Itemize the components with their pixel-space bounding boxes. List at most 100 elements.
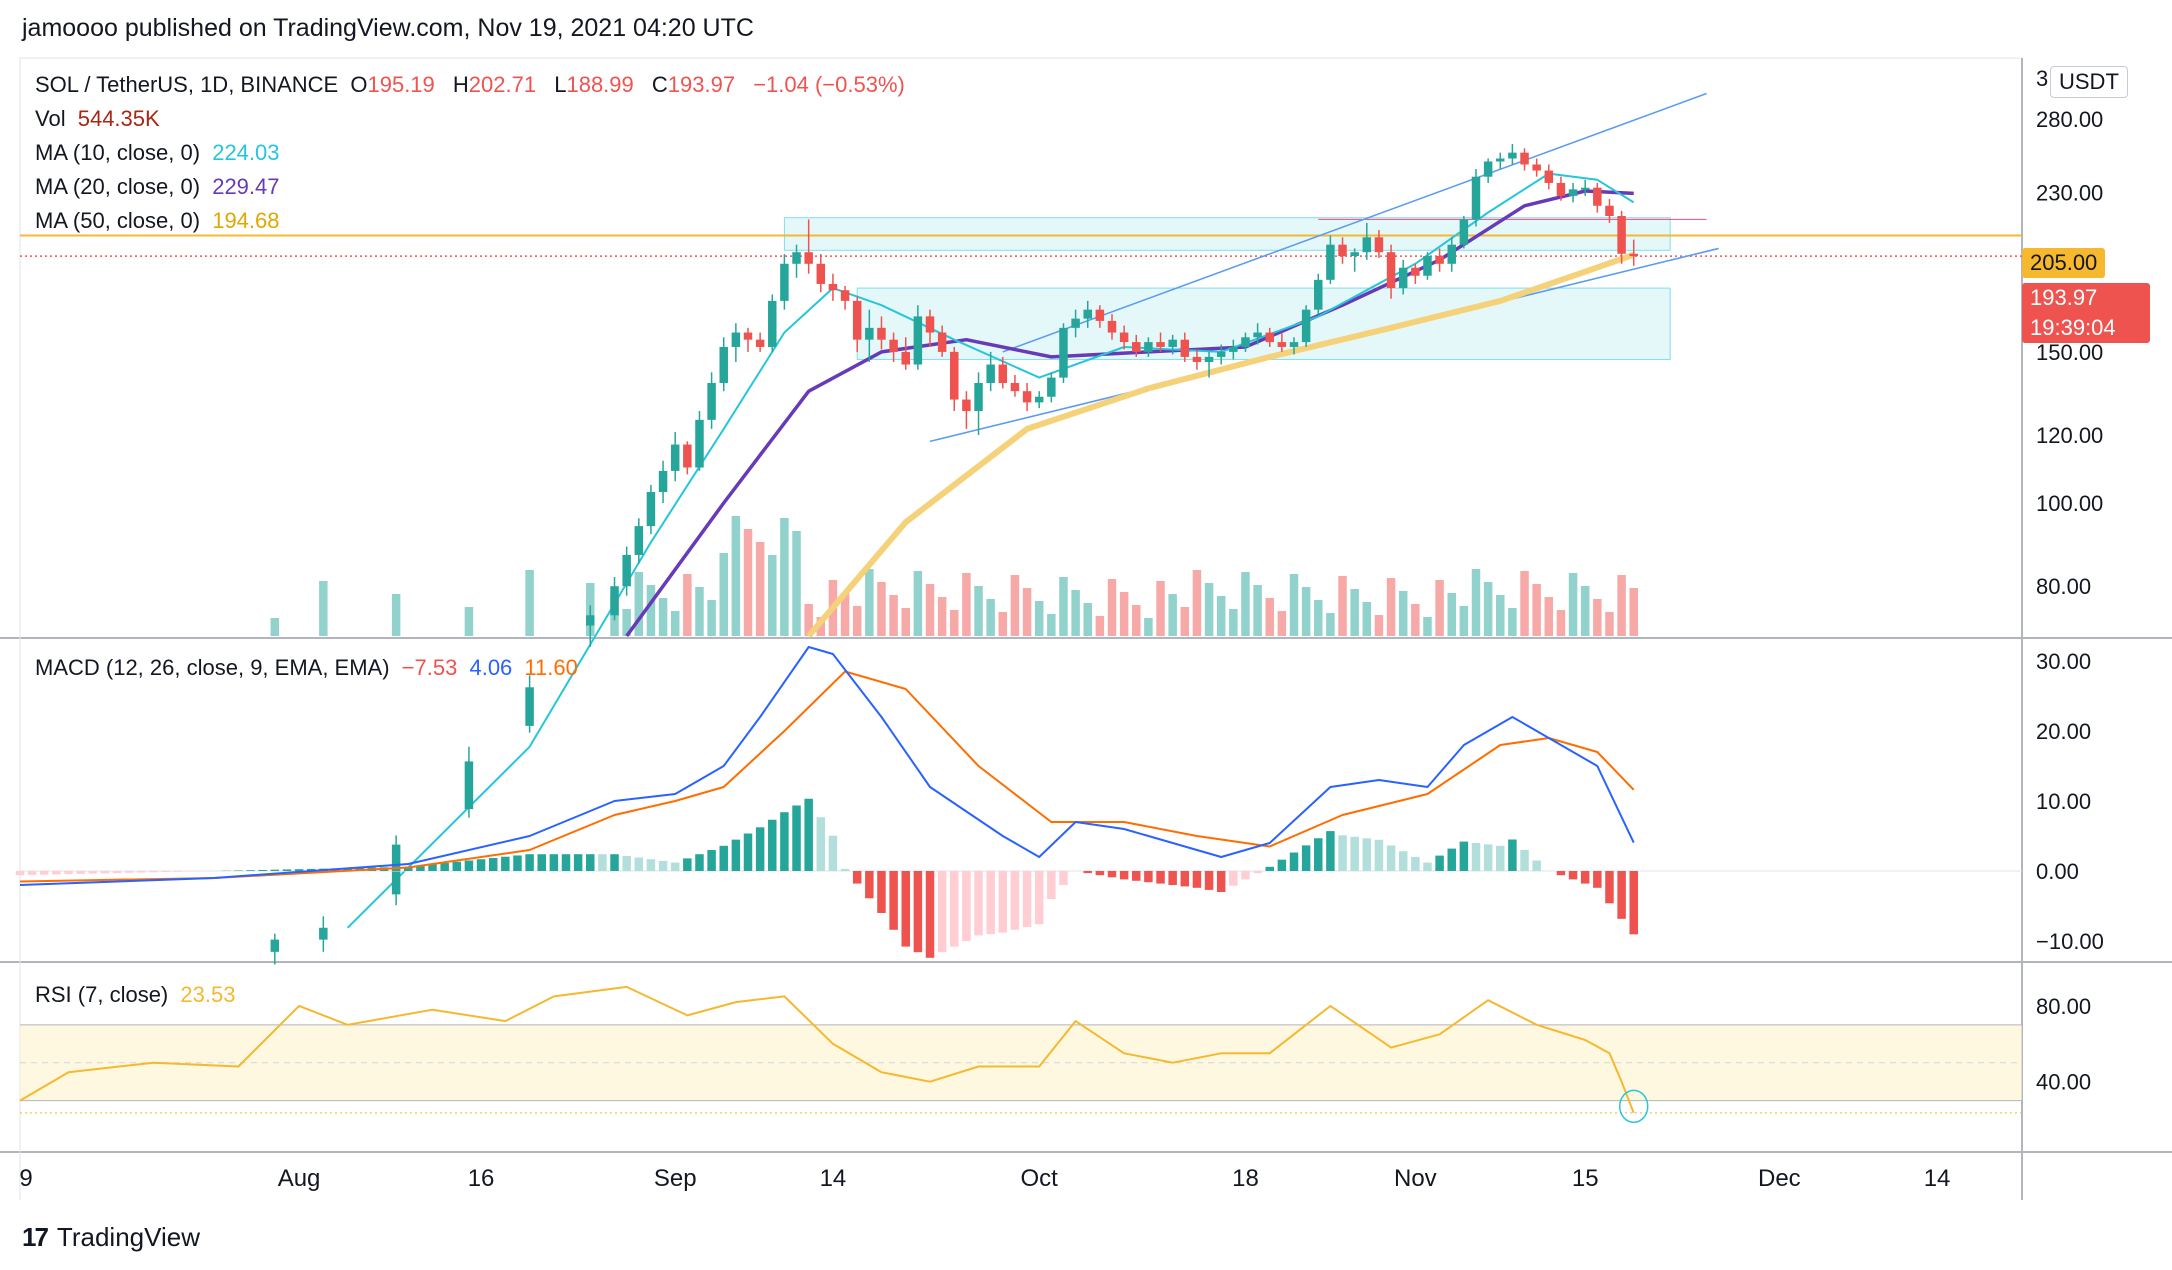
macd-tick-label: 30.00 — [2036, 649, 2091, 674]
volume-bar — [792, 531, 801, 636]
candle-body — [1204, 356, 1214, 362]
macd-hist-bar — [1107, 871, 1117, 878]
candle-body — [1338, 244, 1347, 257]
ma50-legend: MA (50, close, 0) 194.68 — [35, 208, 286, 234]
volume-bar — [852, 606, 862, 636]
candle-body — [816, 263, 826, 284]
candle-body — [1095, 309, 1105, 321]
macd-hist-bar — [986, 871, 995, 934]
volume-bar — [1144, 618, 1153, 636]
volume-bar — [1216, 596, 1226, 636]
macd-hist-bar — [950, 871, 959, 947]
currency-button[interactable]: USDT — [2050, 66, 2128, 98]
candle-body — [586, 615, 595, 626]
macd-hist-bar — [1253, 871, 1262, 874]
macd-tick-label: 20.00 — [2036, 719, 2091, 744]
candle-body — [1568, 189, 1578, 196]
candle-body — [1544, 170, 1554, 183]
rsi-label[interactable]: RSI (7, close) — [35, 982, 169, 1007]
volume-bar — [270, 618, 280, 636]
candle-body — [901, 351, 910, 365]
volume-bar — [1605, 612, 1614, 636]
volume-bar — [1326, 613, 1335, 636]
macd-hist-bar — [646, 859, 656, 871]
macd-hist-bar — [282, 869, 292, 871]
candle-body — [1010, 382, 1020, 392]
macd-hist-bar — [40, 871, 49, 875]
rsi-line — [19, 985, 1635, 1114]
macd-hist-bar — [1362, 838, 1372, 871]
ohlc-h-label: H — [452, 72, 469, 97]
macd-hist-bar — [1168, 871, 1177, 885]
macd-hist-bar — [962, 871, 971, 941]
ma10-label[interactable]: MA (10, close, 0) — [35, 140, 201, 165]
candle-body — [1289, 342, 1299, 347]
candle-body — [1374, 237, 1384, 253]
macd-signal-line — [19, 670, 1635, 883]
macd-signal-value: 11.60 — [524, 655, 578, 680]
tradingview-logo[interactable]: 17 TradingView — [22, 1222, 200, 1253]
macd-hist-bar — [1022, 871, 1032, 927]
ma10-line — [346, 172, 1635, 929]
macd-hist-bar — [1216, 871, 1226, 892]
volume-bar — [1629, 588, 1638, 636]
volume-bar — [695, 587, 704, 636]
macd-hist-bar — [658, 860, 668, 871]
rsi-highlight-circle — [1618, 1089, 1649, 1124]
volume-bar — [1107, 579, 1117, 636]
macd-legend: MACD (12, 26, close, 9, EMA, EMA) −7.53 … — [35, 655, 584, 681]
candle-body — [1411, 267, 1420, 276]
time-axis-label: 14 — [1924, 1165, 1951, 1192]
macd-hist-bar — [707, 850, 716, 871]
macd-hist-bar — [1192, 871, 1202, 888]
macd-hist-bar — [792, 805, 801, 871]
candle-body — [804, 252, 813, 264]
volume-bar — [1350, 589, 1359, 636]
ohlc-o: O195.19 — [350, 72, 440, 97]
volume-bar — [1362, 602, 1372, 636]
candle-body — [646, 492, 656, 527]
macd-hist-bar — [561, 854, 571, 871]
volume-bar — [1520, 571, 1529, 636]
range-zone-1 — [856, 287, 1671, 360]
volume-bar — [670, 611, 680, 636]
candle-body — [1593, 187, 1602, 206]
candle-body — [1241, 337, 1250, 347]
volume-bar — [1386, 578, 1396, 636]
candle-body — [828, 283, 838, 291]
macd-hist-bar — [768, 819, 777, 871]
ohlc-l: L188.99 — [554, 72, 640, 97]
macd-hist-bar — [173, 871, 182, 872]
macd-label[interactable]: MACD (12, 26, close, 9, EMA, EMA) — [35, 655, 390, 680]
ma20-line — [625, 189, 1634, 638]
candle-body — [1119, 332, 1129, 343]
macd-hist-value: −7.53 — [401, 655, 458, 680]
volume-bar — [1071, 590, 1080, 636]
candle-body — [1471, 176, 1481, 220]
macd-hist-bar — [1156, 871, 1165, 884]
macd-hist-bar — [15, 871, 25, 876]
last-price-tag: 193.97 — [2022, 283, 2150, 313]
candle-body — [670, 444, 680, 471]
volume-bar — [755, 542, 765, 636]
macd-hist-bar — [1289, 852, 1299, 871]
candle-body — [634, 526, 644, 555]
volume-bar — [1580, 586, 1590, 636]
volume-bar — [1095, 616, 1105, 636]
macd-hist-bar — [1350, 836, 1359, 871]
ohlc-c-label: C — [651, 72, 668, 97]
candle-body — [962, 399, 971, 412]
macd-hist-bar — [1398, 851, 1408, 871]
macd-hist-bar — [865, 871, 874, 899]
symbol-name[interactable]: SOL / TetherUS, 1D, BINANCE — [35, 72, 339, 97]
ma20-label[interactable]: MA (20, close, 0) — [35, 174, 201, 199]
volume-bar — [464, 607, 474, 636]
rsi-tick-label: 80.00 — [2036, 994, 2091, 1019]
macd-hist-bar — [1301, 845, 1311, 871]
ma50-label[interactable]: MA (50, close, 0) — [35, 208, 201, 233]
volume-label[interactable]: Vol — [35, 106, 66, 131]
volume-bar — [804, 604, 813, 636]
candle-body — [1423, 256, 1432, 276]
volume-bar — [707, 600, 716, 636]
